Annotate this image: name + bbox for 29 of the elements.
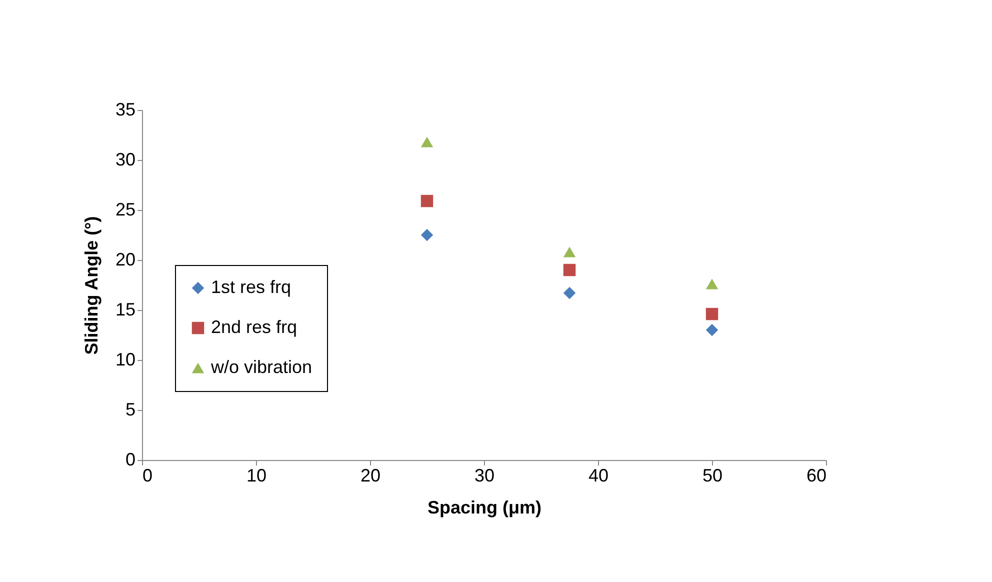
point [563, 264, 576, 276]
point [563, 246, 576, 258]
x-tick-label: 40 [588, 466, 609, 486]
legend-label: 2nd res frq [211, 317, 298, 337]
y-tick-label: 10 [115, 350, 136, 370]
x-axis-title: Spacing (μm) [427, 498, 542, 518]
x-tick-label: 50 [702, 466, 723, 486]
y-tick-label: 25 [115, 200, 136, 220]
x-tick-label: 30 [474, 466, 495, 486]
point [420, 228, 434, 242]
point [706, 324, 718, 336]
x-tick-label: 0 [142, 466, 153, 486]
x-tick-label: 10 [246, 466, 267, 486]
point [706, 308, 718, 320]
x-tick-label: 20 [360, 466, 381, 486]
legend-label: 1st res frq [211, 277, 292, 297]
y-tick-label: 30 [115, 150, 136, 170]
y-tick-label: 15 [115, 300, 136, 320]
y-tick-label: 0 [125, 450, 136, 470]
y-tick-label: 20 [115, 250, 136, 270]
point [563, 286, 576, 300]
point [420, 136, 434, 148]
legend-label: w/o vibration [210, 357, 312, 377]
y-tick-label: 35 [115, 100, 136, 120]
y-axis-title: Sliding Angle (°) [81, 216, 102, 355]
point [420, 194, 434, 208]
point [706, 278, 718, 290]
y-tick-label: 5 [125, 400, 136, 420]
x-tick-label: 60 [806, 466, 826, 486]
